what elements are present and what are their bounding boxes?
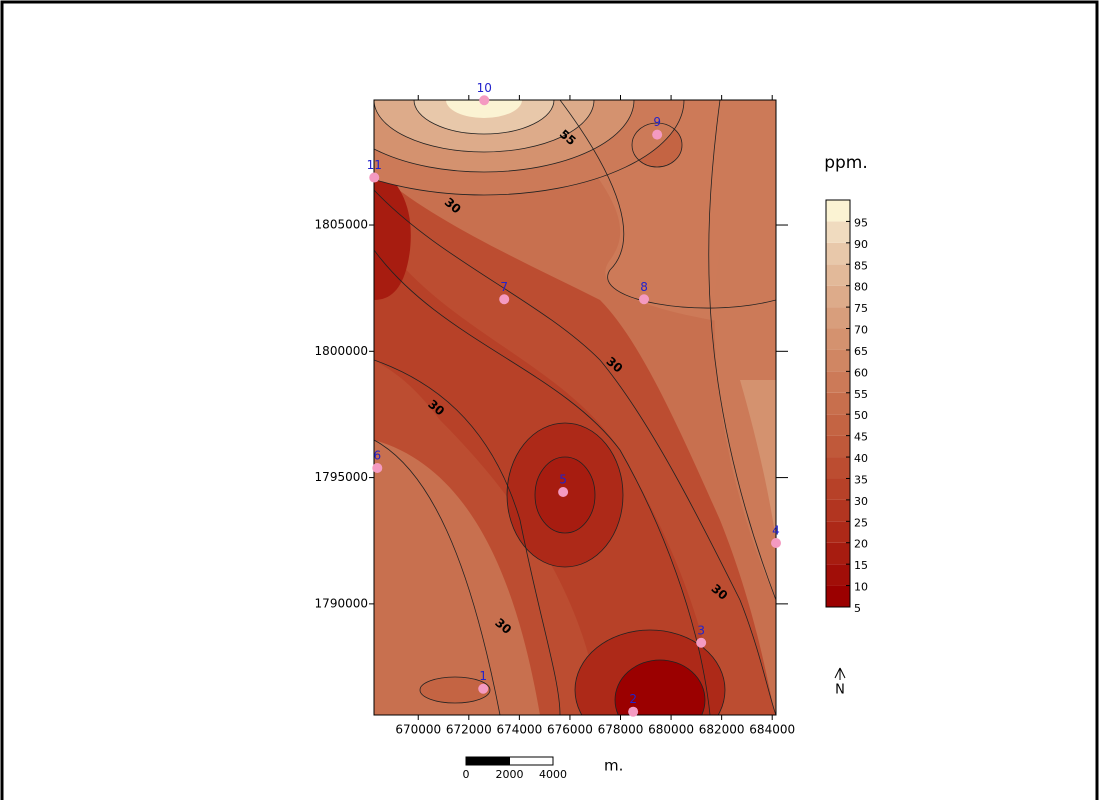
colorbar-label: 40 (854, 452, 868, 465)
well-point (479, 95, 489, 105)
scale-bar-label: 0 (463, 768, 470, 781)
well-point (369, 173, 379, 183)
unit-label: ppm. (824, 153, 868, 173)
colorbar-label: 95 (854, 216, 868, 229)
y-tick-label: 1790000 (315, 596, 368, 610)
well-point (628, 707, 638, 717)
well-label: 8 (640, 280, 648, 294)
colorbar-label: 30 (854, 495, 868, 508)
y-tick-label: 1805000 (315, 218, 368, 232)
colorbar-label: 25 (854, 516, 868, 529)
colorbar-label: 15 (854, 559, 868, 572)
colorbar-band (826, 586, 850, 607)
colorbar-label: 75 (854, 302, 868, 315)
well-label: 1 (479, 669, 487, 683)
colorbar-label: 90 (854, 238, 868, 251)
colorbar-band (826, 564, 850, 585)
y-tick-label: 1795000 (315, 470, 368, 484)
x-tick-label: 684000 (749, 723, 795, 737)
scale-unit: m. (604, 757, 623, 775)
colorbar-label: 70 (854, 324, 868, 337)
well-point (372, 463, 382, 473)
colorbar-label: 35 (854, 473, 868, 486)
colorbar-band (826, 329, 850, 350)
x-tick-label: 672000 (446, 723, 492, 737)
map-figure: ppm. N m. 670000672000674000676000678000… (0, 0, 1102, 800)
colorbar-band (826, 307, 850, 328)
x-tick-label: 670000 (395, 723, 441, 737)
well-label: 4 (772, 524, 780, 538)
colorbar-band (826, 457, 850, 478)
well-label: 2 (629, 692, 637, 706)
y-tick-label: 1800000 (315, 344, 368, 358)
colorbar-band (826, 521, 850, 542)
x-tick-label: 676000 (547, 723, 593, 737)
x-tick-label: 678000 (598, 723, 644, 737)
x-tick-label: 682000 (699, 723, 745, 737)
colorbar-band (826, 371, 850, 392)
well-point (499, 294, 509, 304)
colorbar-label: 85 (854, 259, 868, 272)
well-label: 10 (477, 81, 492, 95)
well-label: 9 (653, 115, 661, 129)
well-label: 3 (697, 623, 705, 637)
colorbar-band (826, 543, 850, 564)
colorbar-band (826, 414, 850, 435)
colorbar-label: 65 (854, 345, 868, 358)
well-point (652, 130, 662, 140)
x-tick-label: 680000 (648, 723, 694, 737)
colorbar-band (826, 264, 850, 285)
colorbar-band (826, 393, 850, 414)
colorbar-band (826, 200, 850, 221)
colorbar-label: 60 (854, 366, 868, 379)
colorbar-label: 5 (854, 602, 861, 615)
north-label: N (835, 683, 845, 698)
x-tick-label: 674000 (496, 723, 542, 737)
colorbar-band (826, 478, 850, 499)
colorbar-band (826, 243, 850, 264)
colorbar-label: 80 (854, 281, 868, 294)
colorbar-label: 20 (854, 538, 868, 551)
colorbar-label: 50 (854, 409, 868, 422)
scale-bar-segment (510, 757, 554, 765)
colorbar-label: 10 (854, 581, 868, 594)
colorbar-label: 55 (854, 388, 868, 401)
scale-bar-segment (466, 757, 510, 765)
well-point (696, 638, 706, 648)
well-label: 7 (500, 280, 508, 294)
colorbar-band (826, 286, 850, 307)
well-label: 6 (373, 448, 381, 462)
colorbar-band (826, 221, 850, 242)
scale-bar-label: 2000 (496, 768, 524, 781)
colorbar-band (826, 350, 850, 371)
well-label: 5 (559, 472, 567, 486)
north-arrow (835, 668, 845, 680)
colorbar-label: 45 (854, 431, 868, 444)
colorbar-band (826, 500, 850, 521)
well-label: 11 (367, 158, 382, 172)
well-point (478, 684, 488, 694)
well-point (639, 294, 649, 304)
well-point (558, 487, 568, 497)
colorbar-band (826, 436, 850, 457)
scale-bar-label: 4000 (539, 768, 567, 781)
well-point (771, 538, 781, 548)
